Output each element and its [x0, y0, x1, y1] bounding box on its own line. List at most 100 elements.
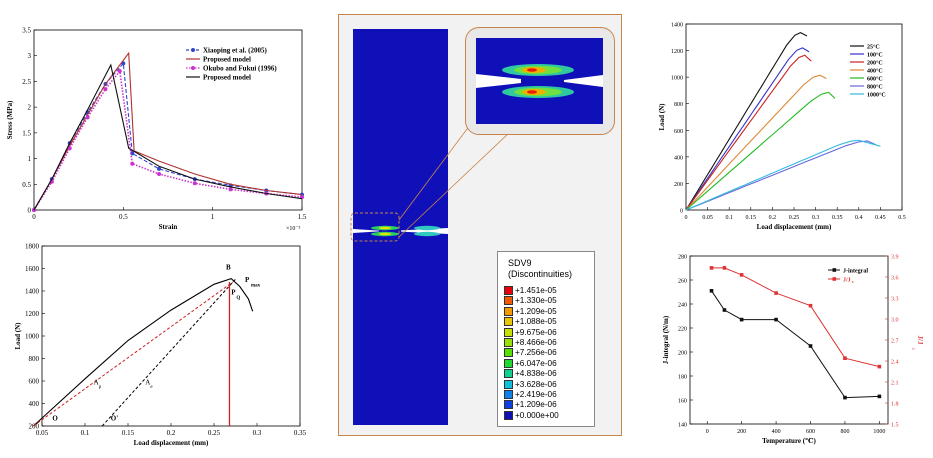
y-tick-label: 180	[678, 375, 687, 381]
y-axis-label: J-integral (N/m)	[662, 315, 670, 364]
y-tick-label: 400	[29, 400, 40, 408]
legend-entry: Okubo and Fukui (1996)	[203, 65, 277, 73]
legend-color-swatch	[504, 306, 513, 316]
unload-line	[101, 278, 236, 427]
legend-color-swatch	[504, 379, 513, 389]
temp-curve-6	[685, 139, 881, 211]
y-tick-label: 200	[678, 351, 687, 357]
y-tick-label: 600	[29, 378, 40, 386]
x-axis-label: Strain	[159, 223, 178, 231]
legend-color-swatch	[504, 338, 513, 347]
y-tick-label: 0.5	[22, 181, 31, 189]
x-tick-label: 0.2	[769, 215, 777, 221]
x-tick-label: 800	[840, 429, 849, 435]
x-tick-label: 0.05	[36, 429, 49, 437]
x-tick-label: 0.25	[208, 429, 221, 437]
legend-level: +8.466e-06	[504, 338, 557, 348]
label-ap: A	[94, 378, 99, 386]
j-data-point	[709, 266, 714, 270]
label-O: O	[52, 414, 58, 422]
j-data-point	[722, 266, 727, 270]
secant-line	[33, 281, 234, 427]
legend-entry: 25°C	[867, 43, 880, 50]
x-tick-label: 0.15	[746, 215, 757, 221]
x-tick-label: 400	[772, 429, 781, 435]
y-tick-label: 220	[678, 327, 687, 333]
j-data-point	[739, 273, 744, 277]
j-data-point	[808, 303, 813, 308]
legend-level: +2.419e-06	[504, 390, 557, 400]
label-pmax: P	[245, 276, 250, 284]
y2-tick-label: 3.9	[891, 255, 899, 261]
legend-entry: Proposed model	[203, 74, 251, 82]
y2-tick-label: 3.0	[891, 318, 899, 324]
y-tick-label: 1600	[25, 265, 40, 273]
plot-frame	[41, 245, 301, 427]
x-tick-label: 0.3	[812, 215, 820, 221]
legend-level: +1.451e-05	[504, 286, 557, 296]
label-pmax-sub: max	[251, 284, 261, 289]
legend-color-swatch	[504, 286, 513, 295]
j-integral-svg: 0 200 400 600 800 1000 140 160 180 200 220 240 260 28…	[662, 255, 924, 446]
x-axis-label: Load displacement (mm)	[134, 439, 209, 447]
y-tick-label: 2.5	[22, 78, 31, 86]
stress-strain-chart: 0 0.5 1 1.5 0 0.5 1 1.5 2 2.5 3 3.5 Strain Stress (MP…	[0, 0, 310, 236]
series-line-2	[33, 69, 303, 211]
legend-level-label: +6.047e-06	[515, 358, 557, 368]
label-ae-sub: e	[150, 385, 153, 390]
y-tick-label: 160	[678, 399, 687, 405]
legend-level-label: +9.675e-06	[515, 327, 557, 337]
data-point	[130, 151, 135, 156]
data-point	[228, 187, 233, 192]
label-O-prime: O'	[111, 414, 118, 422]
y-tick-label: 200	[674, 182, 683, 188]
data-point	[192, 181, 197, 186]
y-axis-label: Stress (MPa)	[6, 100, 14, 139]
legend-entry: J-integral	[843, 268, 868, 274]
y-tick-label: 1000	[25, 333, 40, 341]
fe-frame: SDV9 (Discontinuities) +1.451e-05 +1.330e…	[338, 14, 622, 436]
x-tick-label: 0.35	[832, 215, 843, 221]
legend-color-swatch	[504, 390, 513, 399]
y2-tick-label: 1.5	[891, 423, 899, 429]
legend-marker	[832, 277, 837, 281]
legend-marker	[832, 268, 837, 272]
y-tick-label: 600	[674, 129, 683, 135]
y2-axis-label: J/J	[916, 336, 924, 345]
legend-entry: 400°C	[867, 67, 883, 74]
legend-marker	[191, 66, 195, 70]
y-tick-label: 1800	[25, 243, 40, 251]
j-data-point	[843, 395, 847, 400]
label-B: B	[226, 264, 231, 272]
legend-color-swatch	[504, 327, 513, 337]
legend-level-label: +1.209e-05	[515, 306, 557, 316]
x-tick-label: 1000	[873, 429, 885, 435]
legend-color-swatch	[504, 410, 513, 420]
y-tick-label: 1.5	[22, 129, 31, 137]
contour-legend: SDV9 (Discontinuities) +1.451e-05 +1.330e…	[497, 251, 595, 427]
y-tick-label: 260	[678, 279, 687, 285]
legend-subtitle: (Discontinuities)	[508, 269, 573, 279]
legend-color-swatch	[504, 296, 513, 306]
y-axis-label: Load (N)	[658, 103, 666, 131]
legend-level-label: +0.000e+00	[515, 410, 559, 420]
fe-crack-region	[353, 225, 448, 237]
series-line-1	[33, 51, 303, 211]
legend-level-label: +1.451e-05	[515, 286, 557, 295]
y-tick-label: 1	[28, 155, 32, 163]
legend-entry: 800°C	[867, 83, 883, 90]
y2-tick-label: 2.7	[891, 339, 899, 345]
legend-entry: J/J	[843, 277, 851, 283]
j-data-point	[739, 317, 744, 322]
x-tick-label: 600	[806, 429, 815, 435]
legend-color-swatch	[504, 348, 513, 358]
label-pq-sub: Q	[236, 296, 240, 301]
legend-level: +0.000e+00	[504, 410, 559, 421]
x-tick-label: 0.4	[855, 215, 863, 221]
legend-level-label: +4.838e-06	[515, 369, 557, 379]
y2-tick-label: 2.4	[891, 360, 899, 366]
legend-entry: 600°C	[867, 75, 883, 82]
legend-color-swatch	[504, 369, 513, 379]
y2-tick-label: 1.8	[891, 402, 899, 408]
legend-entry: Xiaoping et al. (2005)	[203, 47, 267, 55]
